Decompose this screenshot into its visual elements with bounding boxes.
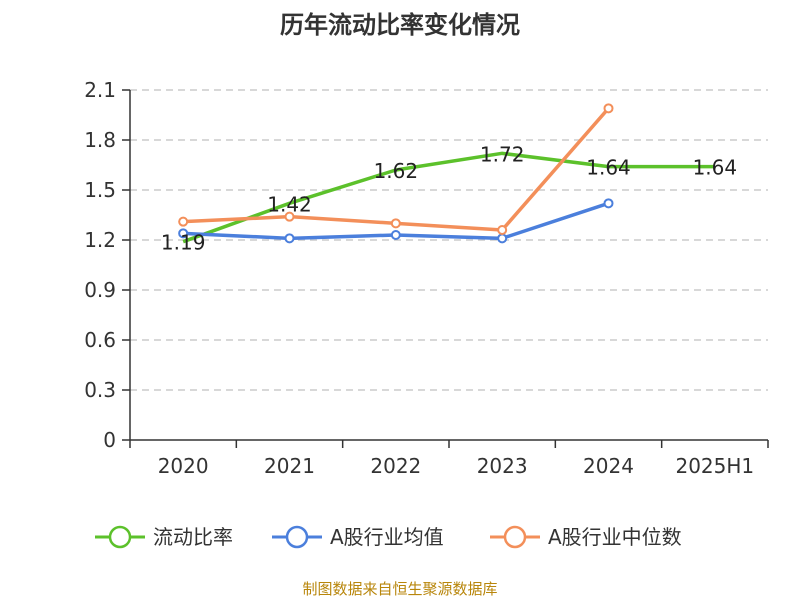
legend-item[interactable]: 流动比率 xyxy=(95,525,233,549)
series-point xyxy=(603,103,614,114)
grid-lines xyxy=(130,89,768,391)
series xyxy=(178,103,715,244)
legend-marker xyxy=(285,525,309,549)
legend-label: A股行业均值 xyxy=(330,525,444,549)
series-point xyxy=(284,233,295,244)
legend-marker xyxy=(108,525,132,549)
x-tick-label: 2022 xyxy=(370,454,421,478)
data-label: 1.64 xyxy=(693,156,738,180)
data-label: 1.19 xyxy=(161,231,206,255)
x-tick-label: 2024 xyxy=(583,454,634,478)
y-tick-label: 1.2 xyxy=(84,228,116,252)
series-point xyxy=(178,216,189,227)
data-label: 1.64 xyxy=(586,156,631,180)
y-tick-label: 2.1 xyxy=(84,78,116,102)
x-tick-label: 2020 xyxy=(158,454,209,478)
series-point xyxy=(497,225,508,235)
legend[interactable]: 流动比率 A股行业均值 A股行业中位数 xyxy=(95,525,682,549)
legend-label: A股行业中位数 xyxy=(548,525,682,549)
y-tick-label: 0.6 xyxy=(84,328,116,352)
series-point xyxy=(603,198,614,209)
series-point xyxy=(178,228,189,239)
axes: 0 0.3 0.6 0.9 1.2 1.5 1.8 2.1 2020 2021 2022 2023 20… xyxy=(84,78,769,478)
data-label: 1.72 xyxy=(480,142,525,166)
data-label: 1.42 xyxy=(267,192,312,216)
series-point xyxy=(390,230,401,240)
series-point xyxy=(390,218,401,229)
y-tick-label: 0 xyxy=(103,428,116,452)
x-tick-label: 2025H1 xyxy=(675,454,754,478)
x-tick-label: 2021 xyxy=(264,454,315,478)
data-labels: 1.19 1.42 1.62 1.72 1.64 1.64 xyxy=(161,142,737,254)
series-point xyxy=(284,211,295,222)
legend-marker xyxy=(503,525,527,549)
y-tick-label: 1.5 xyxy=(84,178,116,202)
y-tick-label: 1.8 xyxy=(84,128,116,152)
series-line xyxy=(182,151,715,244)
series-point xyxy=(497,233,508,244)
y-tick-label: 0.3 xyxy=(84,378,116,402)
legend-label: 流动比率 xyxy=(153,525,233,549)
x-tick-label: 2023 xyxy=(477,454,528,478)
chart-title: 历年流动比率变化情况 xyxy=(280,11,520,39)
y-tick-label: 0.9 xyxy=(84,278,116,302)
legend-item[interactable]: A股行业均值 xyxy=(272,525,444,549)
data-label: 1.62 xyxy=(374,159,419,183)
source-note: 制图数据来自恒生聚源数据库 xyxy=(302,580,497,598)
legend-item[interactable]: A股行业中位数 xyxy=(490,525,682,549)
